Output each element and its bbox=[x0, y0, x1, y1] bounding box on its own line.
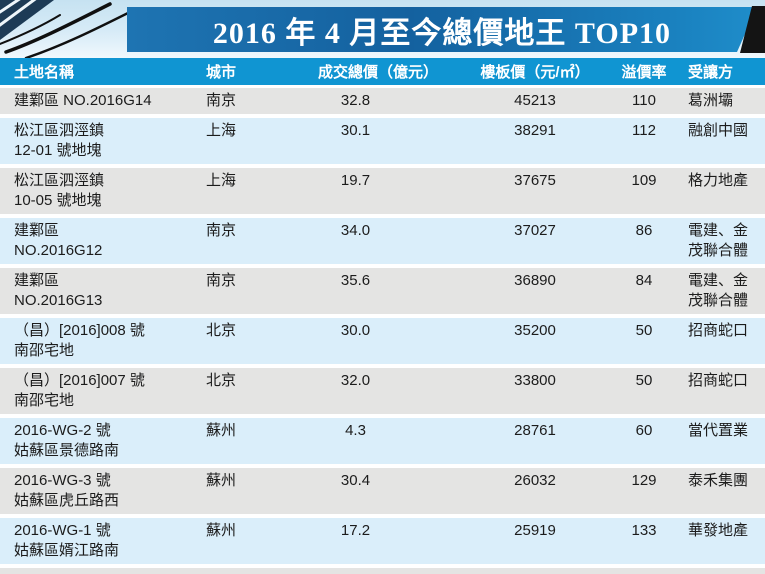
cell-floor-price: 33800 bbox=[514, 372, 556, 389]
cell-total-price: 4.3 bbox=[345, 422, 366, 439]
cell-floor-price: 28761 bbox=[514, 422, 556, 439]
cell-total-price: 32.8 bbox=[340, 92, 371, 109]
cell-city: 上海 bbox=[206, 122, 237, 139]
table-row: （昌）[2016]007 號 南邵宅地 北京 32.0 33800 50 招商蛇… bbox=[0, 368, 765, 414]
cell-transferee: 招商蛇口 bbox=[688, 322, 749, 339]
cell-premium-rate: 129 bbox=[631, 472, 657, 489]
cell-premium-rate: 133 bbox=[631, 522, 657, 539]
page-title: 2016 年 4 月至今總價地王 TOP10 bbox=[212, 16, 672, 50]
cell-transferee: 格力地產 bbox=[688, 172, 749, 189]
cell-city: 南京 bbox=[206, 222, 237, 239]
cell-floor-price: 25919 bbox=[514, 522, 556, 539]
cell-land-name: 松江區泗涇鎮 10-05 號地塊 bbox=[14, 172, 105, 209]
cell-floor-price: 37675 bbox=[514, 172, 556, 189]
table-row: 建鄴區 NO.2016G14 南京 32.8 45213 110 葛洲壩 bbox=[0, 88, 765, 114]
table-body: 建鄴區 NO.2016G14 南京 32.8 45213 110 葛洲壩 松江區… bbox=[0, 88, 765, 564]
table-row: 2016-WG-1 號 姑蘇區婿江路南 蘇州 17.2 25919 133 華發… bbox=[0, 518, 765, 564]
column-header-transferee: 受讓方 bbox=[688, 64, 734, 81]
cell-transferee: 招商蛇口 bbox=[688, 372, 749, 389]
cell-city: 蘇州 bbox=[206, 472, 237, 489]
cell-floor-price: 45213 bbox=[514, 92, 556, 109]
cell-premium-rate: 50 bbox=[635, 372, 653, 389]
table-row: 松江區泗涇鎮 12-01 號地塊 上海 30.1 38291 112 融創中國 bbox=[0, 118, 765, 164]
cell-city: 蘇州 bbox=[206, 522, 237, 539]
cell-land-name: 建鄴區 NO.2016G12 bbox=[14, 222, 103, 259]
cell-city: 北京 bbox=[206, 372, 237, 389]
cell-city: 南京 bbox=[206, 92, 237, 109]
cell-floor-price: 38291 bbox=[514, 122, 556, 139]
table-row: 松江區泗涇鎮 10-05 號地塊 上海 19.7 37675 109 格力地產 bbox=[0, 168, 765, 214]
column-header-land-name: 土地名稱 bbox=[14, 64, 75, 81]
cell-premium-rate: 86 bbox=[635, 222, 653, 239]
table-row: 建鄴區 NO.2016G13 南京 35.6 36890 84 電建、金茂聯合體 bbox=[0, 268, 765, 314]
cell-total-price: 30.4 bbox=[340, 472, 371, 489]
cell-city: 上海 bbox=[206, 172, 237, 189]
cell-transferee: 電建、金茂聯合體 bbox=[688, 272, 749, 309]
column-header-city: 城市 bbox=[206, 64, 237, 81]
cell-total-price: 32.0 bbox=[340, 372, 371, 389]
table-row: 建鄴區 NO.2016G12 南京 34.0 37027 86 電建、金茂聯合體 bbox=[0, 218, 765, 264]
cell-land-name: 建鄴區 NO.2016G14 bbox=[14, 92, 152, 109]
cell-premium-rate: 112 bbox=[632, 122, 656, 139]
cell-city: 蘇州 bbox=[206, 422, 237, 439]
cell-premium-rate: 50 bbox=[635, 322, 653, 339]
table-header-row: 土地名稱 城市 成交總價（億元） 樓板價（元/㎡） 溢價率 受讓方 bbox=[0, 58, 765, 85]
column-header-total-price: 成交總價（億元） bbox=[317, 64, 438, 81]
cell-city: 南京 bbox=[206, 272, 237, 289]
title-strip: 2016 年 4 月至今總價地王 TOP10 bbox=[0, 0, 765, 58]
cell-land-name: （昌）[2016]008 號 南邵宅地 bbox=[14, 322, 145, 359]
cell-floor-price: 37027 bbox=[514, 222, 556, 239]
cell-land-name: 2016-WG-2 號 姑蘇區景德路南 bbox=[14, 422, 120, 459]
cell-total-price: 17.2 bbox=[340, 522, 371, 539]
cell-floor-price: 26032 bbox=[514, 472, 556, 489]
cell-transferee: 泰禾集團 bbox=[688, 472, 749, 489]
table-row: 2016-WG-2 號 姑蘇區景德路南 蘇州 4.3 28761 60 當代置業 bbox=[0, 418, 765, 464]
column-header-floor-price: 樓板價（元/㎡） bbox=[480, 64, 590, 81]
cell-total-price: 35.6 bbox=[340, 272, 371, 289]
cell-transferee: 當代置業 bbox=[688, 422, 749, 439]
cell-premium-rate: 110 bbox=[632, 92, 656, 109]
cell-land-name: 松江區泗涇鎮 12-01 號地塊 bbox=[14, 122, 105, 159]
cell-land-name: 建鄴區 NO.2016G13 bbox=[14, 272, 103, 309]
cell-land-name: （昌）[2016]007 號 南邵宅地 bbox=[14, 372, 145, 409]
cell-total-price: 19.7 bbox=[340, 172, 371, 189]
cell-total-price: 30.1 bbox=[340, 122, 371, 139]
cell-premium-rate: 84 bbox=[635, 272, 653, 289]
cell-land-name: 2016-WG-1 號 姑蘇區婿江路南 bbox=[14, 522, 120, 559]
cell-transferee: 電建、金茂聯合體 bbox=[688, 222, 749, 259]
brush-strokes-icon bbox=[0, 0, 132, 58]
cell-transferee: 華發地產 bbox=[688, 522, 749, 539]
cell-transferee: 葛洲壩 bbox=[688, 92, 734, 109]
cell-floor-price: 36890 bbox=[514, 272, 556, 289]
cell-total-price: 30.0 bbox=[340, 322, 371, 339]
cell-premium-rate: 60 bbox=[635, 422, 653, 439]
page-title-banner: 2016 年 4 月至今總價地王 TOP10 bbox=[127, 7, 757, 52]
cell-floor-price: 35200 bbox=[514, 322, 556, 339]
cell-total-price: 34.0 bbox=[340, 222, 371, 239]
column-header-premium-rate: 溢價率 bbox=[621, 64, 667, 81]
partial-next-row bbox=[0, 568, 765, 574]
cell-transferee: 融創中國 bbox=[688, 122, 749, 139]
table-row: 2016-WG-3 號 姑蘇區虎丘路西 蘇州 30.4 26032 129 泰禾… bbox=[0, 468, 765, 514]
cell-city: 北京 bbox=[206, 322, 237, 339]
cell-premium-rate: 109 bbox=[631, 172, 657, 189]
cell-land-name: 2016-WG-3 號 姑蘇區虎丘路西 bbox=[14, 472, 120, 509]
table-row: （昌）[2016]008 號 南邵宅地 北京 30.0 35200 50 招商蛇… bbox=[0, 318, 765, 364]
